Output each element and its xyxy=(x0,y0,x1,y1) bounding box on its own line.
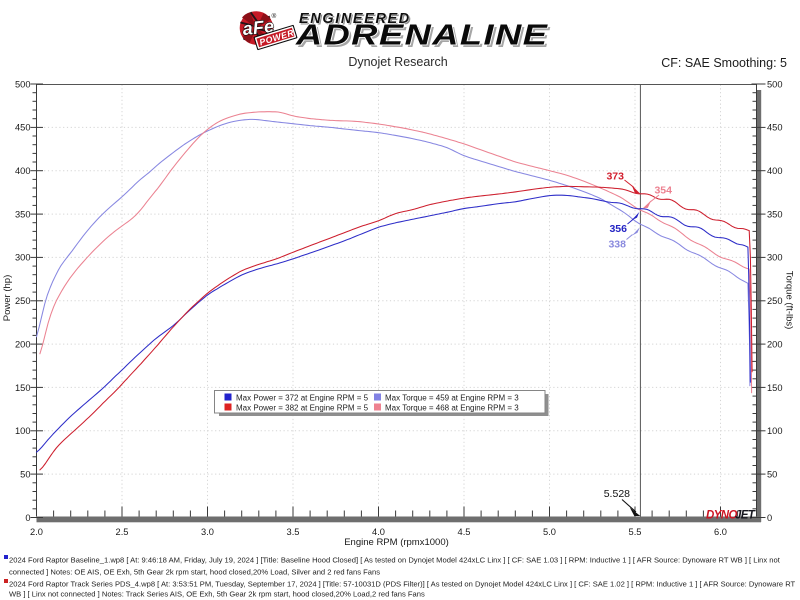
svg-text:Engine RPM (rpmx1000): Engine RPM (rpmx1000) xyxy=(344,537,449,548)
svg-text:350: 350 xyxy=(15,209,31,219)
svg-text:250: 250 xyxy=(767,296,783,306)
svg-text:200: 200 xyxy=(15,339,31,349)
svg-text:5.0: 5.0 xyxy=(543,527,556,537)
svg-text:354: 354 xyxy=(654,185,672,197)
svg-text:2024 Ford Raptor Baseline_1.wp: 2024 Ford Raptor Baseline_1.wp8 [ At: 9:… xyxy=(9,556,781,565)
svg-text:CF: SAE Smoothing: 5: CF: SAE Smoothing: 5 xyxy=(661,56,787,70)
svg-text:338: 338 xyxy=(608,239,626,251)
svg-text:DYNO: DYNO xyxy=(706,510,737,522)
svg-text:200: 200 xyxy=(767,339,783,349)
svg-text:100: 100 xyxy=(767,426,783,436)
svg-text:WB ] [ Linx not connected ] No: WB ] [ Linx not connected ] Notes: Track… xyxy=(9,590,425,599)
svg-text:®: ® xyxy=(272,12,277,20)
svg-text:3.5: 3.5 xyxy=(287,527,300,537)
svg-text:450: 450 xyxy=(767,123,783,133)
svg-text:450: 450 xyxy=(15,123,31,133)
svg-text:connected ] Notes: OE AIS, OE: connected ] Notes: OE AIS, OE Exh, 5th G… xyxy=(9,568,380,577)
svg-text:ADRENALINE: ADRENALINE xyxy=(297,22,551,53)
svg-text:0: 0 xyxy=(25,513,30,523)
svg-text:3.0: 3.0 xyxy=(201,527,214,537)
svg-text:ENGINEERED: ENGINEERED xyxy=(299,11,411,27)
svg-text:350: 350 xyxy=(767,209,783,219)
svg-text:50: 50 xyxy=(20,469,30,479)
svg-text:150: 150 xyxy=(15,383,31,393)
svg-text:0: 0 xyxy=(767,513,772,523)
svg-text:400: 400 xyxy=(15,166,31,176)
svg-text:Max Torque = 468 at Engine RPM: Max Torque = 468 at Engine RPM = 3 xyxy=(385,404,519,413)
svg-text:Torque (ft-lbs): Torque (ft-lbs) xyxy=(784,271,795,330)
svg-text:Max Power = 382 at Engine RPM: Max Power = 382 at Engine RPM = 5 xyxy=(236,404,369,413)
svg-text:50: 50 xyxy=(767,469,777,479)
svg-text:4.5: 4.5 xyxy=(458,527,471,537)
svg-text:JET: JET xyxy=(735,510,756,522)
svg-text:5.5: 5.5 xyxy=(629,527,642,537)
svg-text:356: 356 xyxy=(609,223,627,235)
svg-text:373: 373 xyxy=(606,171,624,183)
svg-text:2.5: 2.5 xyxy=(116,527,129,537)
svg-text:300: 300 xyxy=(767,253,783,263)
svg-text:2.0: 2.0 xyxy=(30,527,43,537)
svg-text:5.528: 5.528 xyxy=(604,488,630,500)
svg-text:4.0: 4.0 xyxy=(372,527,385,537)
svg-text:500: 500 xyxy=(15,79,31,89)
svg-text:150: 150 xyxy=(767,383,783,393)
svg-text:Max Power = 372 at Engine RPM: Max Power = 372 at Engine RPM = 5 xyxy=(236,394,369,403)
svg-text:Power (hp): Power (hp) xyxy=(2,275,13,321)
svg-text:300: 300 xyxy=(15,253,31,263)
svg-text:ADRENALINE: ADRENALINE xyxy=(295,19,549,50)
svg-text:Dynojet Research: Dynojet Research xyxy=(348,55,447,69)
svg-text:100: 100 xyxy=(15,426,31,436)
svg-text:2024 Ford Raptor Track Series: 2024 Ford Raptor Track Series PDS_4.wp8 … xyxy=(9,580,796,589)
svg-text:ENGINEERED: ENGINEERED xyxy=(300,12,412,28)
svg-text:Max Torque = 459 at Engine RPM: Max Torque = 459 at Engine RPM = 3 xyxy=(385,394,519,403)
svg-text:6.0: 6.0 xyxy=(714,527,727,537)
svg-text:500: 500 xyxy=(767,79,783,89)
svg-text:250: 250 xyxy=(15,296,31,306)
svg-text:400: 400 xyxy=(767,166,783,176)
